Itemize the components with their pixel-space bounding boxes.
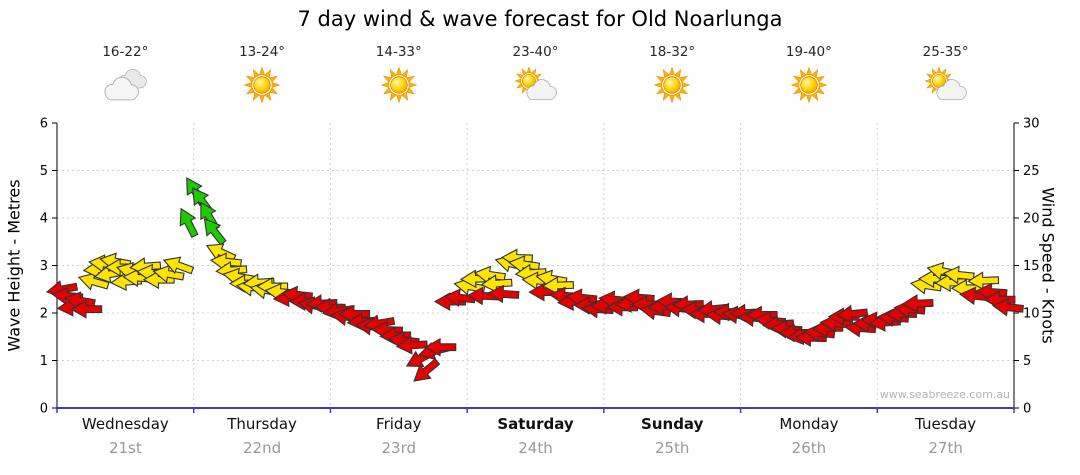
wind-arrow (203, 218, 227, 246)
sun-icon (380, 66, 418, 104)
wind-arrows (45, 177, 1024, 382)
day-label: Sunday 25th (604, 415, 740, 457)
day-date: 23rd (381, 439, 417, 457)
day-name: Thursday (227, 415, 297, 433)
cloud-icon (936, 79, 967, 100)
wind-arrow (991, 297, 1024, 317)
day-name: Tuesday (915, 415, 977, 433)
day-date: 26th (791, 439, 827, 457)
wave-tick-label: 0 (40, 402, 48, 417)
day-header: 25-35° (901, 44, 991, 109)
temperature-range: 19-40° (785, 44, 832, 60)
wind-arrow (77, 272, 110, 291)
cloud-icon (525, 79, 557, 100)
day-label: Thursday 22nd (194, 415, 330, 457)
day-label: Tuesday 27th (878, 415, 1014, 457)
day-header: 16-22° (80, 44, 170, 109)
sunny-weather-icon (243, 66, 281, 104)
day-date: 25th (654, 439, 690, 457)
day-name: Sunday (641, 415, 704, 433)
day-name: Wednesday (81, 415, 169, 433)
temperature-range: 13-24° (239, 44, 286, 60)
wave-axis-title: Wave Height - Metres (4, 179, 24, 352)
day-label: Saturday 24th (468, 415, 604, 457)
wind-arrow (473, 265, 506, 285)
day-date: 22nd (243, 439, 282, 457)
wind-arrow (967, 271, 1000, 291)
temperature-range: 23-40° (512, 44, 559, 60)
wind-tick-label: 30 (1023, 117, 1040, 132)
wind-arrow (413, 358, 441, 382)
day-label: Wednesday 21st (57, 415, 193, 457)
sunny-weather-icon (380, 66, 418, 104)
wind-tick-label: 15 (1023, 259, 1040, 274)
sun-icon (243, 66, 281, 104)
wind-tick-label: 25 (1023, 164, 1040, 179)
wind-tick-label: 5 (1023, 354, 1031, 369)
wind-arrow (507, 255, 541, 274)
day-header: 18-32° (627, 44, 717, 109)
temperature-range: 16-22° (102, 44, 149, 60)
day-header: 23-40° (491, 44, 581, 109)
wind-tick-label: 20 (1023, 212, 1040, 227)
wind-arrow (179, 207, 199, 239)
wind-arrow (480, 274, 513, 293)
day-header: 19-40° (764, 44, 854, 109)
wave-tick-label: 4 (40, 212, 48, 227)
day-name: Friday (376, 415, 422, 433)
wind-arrow (424, 337, 457, 357)
sunny-weather-icon (790, 66, 828, 104)
wind-tick-label: 10 (1023, 307, 1040, 322)
sunny-weather-icon (653, 66, 691, 104)
day-label: Friday 23rd (331, 415, 467, 457)
page-title: 7 day wind & wave forecast for Old Noarl… (297, 7, 783, 31)
wave-tick-label: 6 (40, 117, 48, 132)
wind-axis-title: Wind Speed - Knots (1038, 187, 1058, 344)
temperature-range: 25-35° (922, 44, 969, 60)
day-name: Monday (779, 415, 839, 433)
day-date: 27th (928, 439, 963, 457)
partly-cloudy-weather-icon (513, 66, 557, 100)
day-date: 21st (108, 439, 142, 457)
sun-icon (790, 66, 828, 104)
wind-arrow (487, 284, 520, 304)
wind-arrow (205, 243, 237, 263)
wind-arrow (395, 335, 428, 355)
wind-arrow (835, 304, 869, 324)
partly-cloudy-weather-icon (923, 66, 967, 100)
cloudy-weather-icon (104, 69, 148, 101)
day-label: Monday 26th (741, 415, 877, 457)
wave-tick-label: 2 (40, 307, 48, 322)
cloud-icon (104, 76, 140, 101)
wave-tick-label: 1 (40, 354, 48, 369)
watermark: www.seabreeze.com.au (879, 388, 1010, 401)
day-header: 13-24° (217, 44, 307, 109)
wind-arrow (162, 256, 195, 275)
wave-tick-label: 3 (40, 259, 48, 274)
sun-icon (653, 66, 691, 104)
temperature-range: 14-33° (375, 44, 422, 60)
wind-arrow (942, 265, 975, 285)
wind-arrow (901, 294, 934, 313)
day-date: 24th (518, 439, 553, 457)
day-name: Saturday (497, 415, 574, 433)
wave-tick-label: 5 (40, 164, 48, 179)
wind-arrow (152, 264, 185, 284)
wind-arrow (541, 276, 574, 295)
wind-arrow (70, 299, 103, 319)
axes: 0 1 2 3 4 5 6 0 5 10 15 20 25 30 (40, 117, 1040, 417)
wind-tick-label: 0 (1023, 402, 1031, 417)
day-header: 14-33° (354, 44, 444, 109)
temperature-range: 18-32° (649, 44, 696, 60)
